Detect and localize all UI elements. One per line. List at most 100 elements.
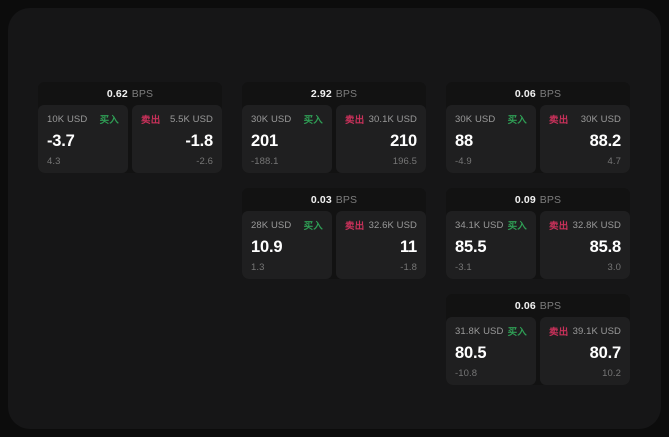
card-header: 0.06 BPS [446,294,630,317]
sell-price: 80.7 [589,343,622,362]
buy-price: 88 [455,131,473,150]
bps-value: 2.92 [310,87,332,100]
sell-header-row: 卖出 39.1K USD [549,325,621,339]
sell-header-row: 卖出 32.8K USD [549,219,621,233]
sell-size-label: 5.5K USD [169,113,213,125]
card-body: 30K USD 买入 201 -188.1 卖出 30.1K USD 210 196.5 [242,105,426,173]
sell-size-label: 39.1K USD [572,325,621,337]
bps-unit-label: BPS [335,193,358,206]
buy-action-label[interactable]: 买入 [303,221,323,232]
quote-board: 0.62 BPS 10K USD 买入 -3.7 4.3 卖出 5.5K USD -1.8 -2.… [38,82,638,385]
buy-delta: -10.8 [455,367,478,379]
quote-card[interactable]: 0.09 BPS 34.1K USD 买入 85.5 -3.1 卖出 32.8K USD 85.… [446,188,630,279]
buy-size-label: 34.1K USD [455,219,504,231]
buy-header-row: 10K USD 买入 [47,113,119,127]
sell-panel[interactable]: 卖出 30.1K USD 210 196.5 [336,105,426,173]
sell-panel[interactable]: 卖出 39.1K USD 80.7 10.2 [540,317,630,385]
buy-price: 85.5 [455,237,487,256]
sell-panel[interactable]: 卖出 32.6K USD 11 -1.8 [336,211,426,279]
sell-price: 11 [399,237,417,256]
sell-delta: -2.6 [196,155,213,167]
card-header: 0.03 BPS [242,188,426,211]
buy-panel[interactable]: 30K USD 买入 201 -188.1 [242,105,332,173]
sell-panel[interactable]: 卖出 5.5K USD -1.8 -2.6 [132,105,222,173]
bps-unit-label: BPS [539,193,562,206]
buy-price: 10.9 [251,237,283,256]
bps-value: 0.09 [514,193,536,206]
sell-header-row: 卖出 5.5K USD [141,113,213,127]
sell-size-label: 30K USD [580,113,621,125]
card-body: 30K USD 买入 88 -4.9 卖出 30K USD 88.2 4.7 [446,105,630,173]
buy-delta: -4.9 [455,155,472,167]
buy-action-label[interactable]: 买入 [303,115,323,126]
buy-action-label[interactable]: 买入 [507,221,527,232]
buy-action-label[interactable]: 买入 [507,327,527,338]
bps-value: 0.03 [310,193,332,206]
card-header: 0.06 BPS [446,82,630,105]
buy-panel[interactable]: 31.8K USD 买入 80.5 -10.8 [446,317,536,385]
card-header: 2.92 BPS [242,82,426,105]
buy-action-label[interactable]: 买入 [507,115,527,126]
sell-price: 85.8 [589,237,622,256]
buy-header-row: 34.1K USD 买入 [455,219,527,233]
buy-delta: -3.1 [455,261,472,273]
buy-header-row: 28K USD 买入 [251,219,323,233]
card-body: 28K USD 买入 10.9 1.3 卖出 32.6K USD 11 -1.8 [242,211,426,279]
buy-header-row: 30K USD 买入 [455,113,527,127]
sell-action-label[interactable]: 卖出 [549,221,569,232]
sell-price: 88.2 [589,131,622,150]
buy-panel[interactable]: 34.1K USD 买入 85.5 -3.1 [446,211,536,279]
quote-card[interactable]: 0.62 BPS 10K USD 买入 -3.7 4.3 卖出 5.5K USD -1.8 -2.… [38,82,222,173]
card-body: 31.8K USD 买入 80.5 -10.8 卖出 39.1K USD 80.7 10.2 [446,317,630,385]
sell-delta: 4.7 [607,155,621,167]
bps-unit-label: BPS [335,87,358,100]
buy-size-label: 28K USD [251,219,292,231]
buy-panel[interactable]: 28K USD 买入 10.9 1.3 [242,211,332,279]
card-body: 10K USD 买入 -3.7 4.3 卖出 5.5K USD -1.8 -2.6 [38,105,222,173]
sell-action-label[interactable]: 卖出 [549,327,569,338]
buy-delta: 4.3 [47,155,61,167]
card-header: 0.09 BPS [446,188,630,211]
quote-card[interactable]: 2.92 BPS 30K USD 买入 201 -188.1 卖出 30.1K USD 210 1… [242,82,426,173]
quote-column: 2.92 BPS 30K USD 买入 201 -188.1 卖出 30.1K USD 210 1… [242,82,426,279]
sell-action-label[interactable]: 卖出 [345,115,365,126]
sell-delta: 196.5 [392,155,417,167]
card-header: 0.62 BPS [38,82,222,105]
quote-card[interactable]: 0.03 BPS 28K USD 买入 10.9 1.3 卖出 32.6K USD 11 -1.8 [242,188,426,279]
buy-header-row: 30K USD 买入 [251,113,323,127]
buy-price: 201 [251,131,278,150]
sell-header-row: 卖出 30.1K USD [345,113,417,127]
sell-header-row: 卖出 30K USD [549,113,621,127]
sell-price: 210 [390,131,417,150]
quote-card[interactable]: 0.06 BPS 31.8K USD 买入 80.5 -10.8 卖出 39.1K USD 80… [446,294,630,385]
quote-column: 0.62 BPS 10K USD 买入 -3.7 4.3 卖出 5.5K USD -1.8 -2.… [38,82,222,173]
sell-panel[interactable]: 卖出 30K USD 88.2 4.7 [540,105,630,173]
bps-unit-label: BPS [539,299,562,312]
quote-card[interactable]: 0.06 BPS 30K USD 买入 88 -4.9 卖出 30K USD 88.2 4.7 [446,82,630,173]
card-body: 34.1K USD 买入 85.5 -3.1 卖出 32.8K USD 85.8 3.0 [446,211,630,279]
quote-column: 0.06 BPS 30K USD 买入 88 -4.9 卖出 30K USD 88.2 4.7 0.… [446,82,630,385]
sell-action-label[interactable]: 卖出 [549,115,569,126]
buy-panel[interactable]: 30K USD 买入 88 -4.9 [446,105,536,173]
sell-header-row: 卖出 32.6K USD [345,219,417,233]
sell-delta: -1.8 [400,261,417,273]
bps-value: 0.62 [106,87,128,100]
buy-panel[interactable]: 10K USD 买入 -3.7 4.3 [38,105,128,173]
sell-delta: 10.2 [602,367,621,379]
sell-action-label[interactable]: 卖出 [141,115,161,126]
buy-delta: -188.1 [251,155,279,167]
buy-header-row: 31.8K USD 买入 [455,325,527,339]
sell-delta: 3.0 [607,261,621,273]
buy-size-label: 30K USD [251,113,292,125]
buy-size-label: 30K USD [455,113,496,125]
buy-price: 80.5 [455,343,487,362]
buy-action-label[interactable]: 买入 [99,115,119,126]
sell-panel[interactable]: 卖出 32.8K USD 85.8 3.0 [540,211,630,279]
sell-price: -1.8 [185,131,213,150]
sell-action-label[interactable]: 卖出 [345,221,365,232]
sell-size-label: 32.8K USD [572,219,621,231]
buy-size-label: 31.8K USD [455,325,504,337]
sell-size-label: 30.1K USD [368,113,417,125]
bps-value: 0.06 [514,87,536,100]
sell-size-label: 32.6K USD [368,219,417,231]
